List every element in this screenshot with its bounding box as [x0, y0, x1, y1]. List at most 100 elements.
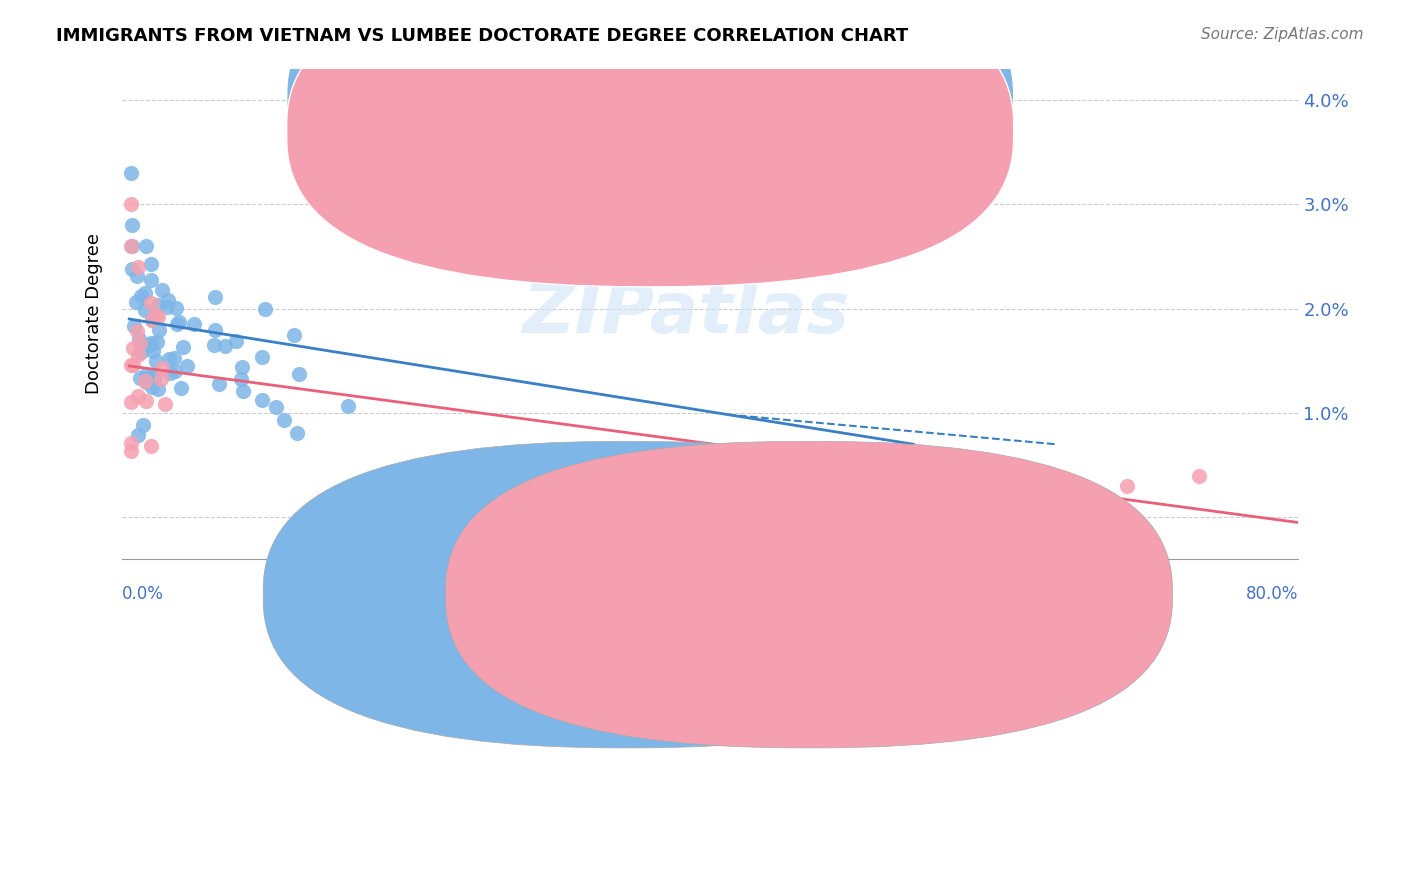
Point [285, 426, 308, 441]
Point [176, 359, 198, 373]
Point [146, 310, 169, 324]
Point [129, 345, 152, 359]
Point [139, 337, 162, 351]
Y-axis label: Doctorate Degree: Doctorate Degree [86, 234, 103, 394]
Point [134, 285, 156, 300]
Point [157, 352, 180, 367]
Text: Source: ZipAtlas.com: Source: ZipAtlas.com [1201, 27, 1364, 42]
Point [204, 290, 226, 304]
Point [163, 351, 186, 366]
Point [204, 323, 226, 337]
FancyBboxPatch shape [621, 78, 974, 152]
Point [120, 395, 142, 409]
Point [859, 468, 882, 483]
Point [141, 313, 163, 327]
Point [128, 332, 150, 346]
Point [127, 260, 149, 274]
Point [166, 318, 188, 332]
Point [120, 166, 142, 180]
Point [254, 301, 277, 316]
Point [183, 317, 205, 331]
Point [129, 371, 152, 385]
Point [232, 384, 254, 398]
Point [122, 342, 145, 356]
Point [288, 367, 311, 381]
Point [167, 315, 190, 329]
Point [157, 293, 180, 307]
Point [142, 371, 165, 385]
Text: N = 27: N = 27 [828, 120, 896, 139]
Point [250, 392, 273, 407]
Text: Immigrants from Vietnam: Immigrants from Vietnam [645, 586, 859, 604]
Point [163, 364, 186, 378]
Point [231, 359, 253, 374]
Point [146, 298, 169, 312]
Point [136, 371, 159, 385]
Point [121, 218, 143, 232]
Point [145, 308, 167, 322]
Point [135, 375, 157, 389]
Point [153, 397, 176, 411]
Point [172, 340, 194, 354]
Point [150, 283, 173, 297]
FancyBboxPatch shape [287, 0, 1014, 258]
Point [831, 468, 853, 483]
Point [165, 301, 187, 315]
Point [264, 400, 287, 414]
Point [337, 399, 360, 413]
Point [156, 300, 179, 314]
Point [131, 417, 153, 432]
Point [139, 257, 162, 271]
Point [139, 336, 162, 351]
Point [283, 327, 305, 342]
Point [125, 324, 148, 338]
Point [139, 439, 162, 453]
Point [150, 372, 173, 386]
Point [127, 348, 149, 362]
Text: ZIPatlas: ZIPatlas [523, 279, 851, 348]
Point [139, 273, 162, 287]
Point [143, 370, 166, 384]
Text: N = 65: N = 65 [828, 91, 896, 110]
Text: R = -0.450: R = -0.450 [664, 91, 759, 110]
Point [159, 366, 181, 380]
FancyBboxPatch shape [263, 442, 990, 747]
Point [141, 312, 163, 326]
FancyBboxPatch shape [446, 442, 1173, 747]
Point [139, 295, 162, 310]
Point [148, 323, 170, 337]
Point [134, 303, 156, 318]
Point [229, 372, 252, 386]
Point [170, 381, 193, 395]
Point [127, 428, 149, 442]
Point [273, 412, 295, 426]
Point [135, 393, 157, 408]
Point [202, 337, 225, 351]
Point [120, 358, 142, 372]
Point [135, 239, 157, 253]
Point [129, 289, 152, 303]
Point [120, 239, 142, 253]
Point [208, 377, 231, 392]
FancyBboxPatch shape [287, 0, 1014, 287]
Point [134, 375, 156, 389]
Point [252, 350, 274, 364]
Point [125, 295, 148, 310]
Point [214, 339, 236, 353]
Point [121, 262, 143, 277]
Point [120, 197, 142, 211]
Point [120, 435, 142, 450]
Text: IMMIGRANTS FROM VIETNAM VS LUMBEE DOCTORATE DEGREE CORRELATION CHART: IMMIGRANTS FROM VIETNAM VS LUMBEE DOCTOR… [56, 27, 908, 45]
Point [124, 319, 146, 334]
Point [128, 335, 150, 350]
Text: 0.0%: 0.0% [122, 585, 165, 603]
Point [121, 358, 143, 372]
Text: 80.0%: 80.0% [1246, 585, 1298, 603]
Point [127, 269, 149, 284]
Point [1187, 468, 1209, 483]
Point [145, 334, 167, 349]
Point [150, 361, 173, 376]
Point [127, 389, 149, 403]
Point [225, 334, 247, 348]
Point [135, 368, 157, 383]
